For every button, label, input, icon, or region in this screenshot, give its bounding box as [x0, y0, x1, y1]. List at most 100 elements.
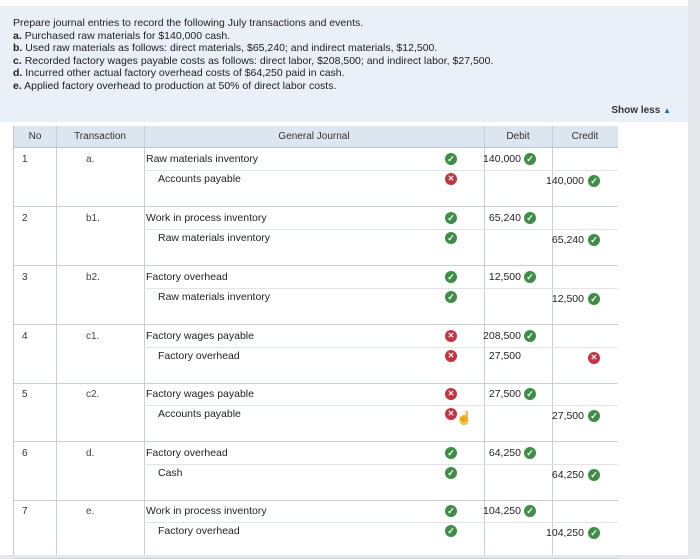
account-select[interactable]: Factory overhead	[146, 271, 228, 283]
check-circle-icon: ✓	[524, 271, 536, 283]
account-select[interactable]: Factory overhead	[158, 525, 240, 537]
instruction-item-b: b. Used raw materials as follows: direct…	[13, 42, 688, 55]
line-divider	[144, 288, 618, 289]
account-select[interactable]: Accounts payable	[158, 173, 241, 185]
account-select[interactable]: Factory wages payable	[146, 388, 254, 400]
account-select[interactable]: Work in process inventory	[146, 212, 267, 224]
instructions-intro: Prepare journal entries to record the fo…	[13, 17, 364, 29]
credit-input[interactable]: 12,500	[551, 293, 584, 305]
transaction-label: c1.	[86, 331, 100, 342]
line-divider	[144, 522, 618, 523]
column-divider	[56, 126, 57, 555]
check-circle-icon: ✓	[588, 175, 600, 187]
check-circle-icon: ✓	[445, 153, 457, 165]
instruction-letter: a.	[13, 29, 22, 42]
account-select[interactable]: Cash	[158, 467, 183, 479]
row-divider	[14, 441, 618, 442]
check-circle-icon: ✓	[445, 212, 457, 224]
general-journal-table: No Transaction General Journal Debit Cre…	[13, 126, 618, 559]
transaction-label: c2.	[86, 389, 100, 400]
instruction-letter: e.	[13, 79, 22, 92]
credit-input[interactable]: 65,240	[551, 234, 584, 246]
check-circle-icon: ✓	[524, 447, 536, 459]
account-select[interactable]: Factory overhead	[158, 350, 240, 362]
transaction-label: b1.	[86, 213, 100, 224]
check-circle-icon: ✓	[524, 330, 536, 342]
check-circle-icon: ✓	[588, 234, 600, 246]
debit-input[interactable]: 65,240	[488, 212, 521, 224]
instruction-text: Recorded factory wages payable costs as …	[24, 54, 494, 67]
row-number: 3	[22, 272, 28, 283]
x-circle-icon: ✕	[588, 352, 600, 364]
check-circle-icon: ✓	[588, 410, 600, 422]
instruction-item-c: c. Recorded factory wages payable costs …	[13, 55, 688, 68]
check-circle-icon: ✓	[445, 291, 457, 303]
debit-input[interactable]: 140,000	[483, 153, 521, 165]
column-divider	[144, 126, 145, 555]
account-select[interactable]: Work in process inventory	[146, 505, 267, 517]
header-general-journal: General Journal	[144, 126, 484, 148]
x-circle-icon: ✕	[445, 408, 457, 420]
transaction-label: b2.	[86, 272, 100, 283]
row-divider	[14, 383, 618, 384]
check-circle-icon: ✓	[445, 232, 457, 244]
instruction-letter: d.	[13, 67, 23, 80]
debit-input[interactable]: 208,500	[483, 330, 521, 342]
column-divider	[552, 126, 553, 555]
header-no: No	[14, 126, 56, 148]
account-select[interactable]: Factory overhead	[146, 447, 228, 459]
check-circle-icon: ✓	[588, 527, 600, 539]
row-divider	[14, 265, 618, 266]
credit-input[interactable]: 140,000	[546, 175, 584, 187]
x-circle-icon: ✕	[445, 388, 457, 400]
x-circle-icon: ✕	[445, 173, 457, 185]
check-circle-icon: ✓	[588, 293, 600, 305]
debit-input[interactable]: 12,500	[488, 271, 521, 283]
account-select[interactable]: Factory wages payable	[146, 330, 254, 342]
credit-input[interactable]: 64,250	[551, 469, 584, 481]
page-edge	[688, 0, 700, 555]
instructions-panel: Prepare journal entries to record the fo…	[0, 6, 688, 122]
caret-up-icon: ▲	[663, 106, 671, 115]
transaction-label: d.	[86, 448, 95, 459]
column-divider	[484, 126, 485, 555]
instruction-text: Applied factory overhead to production a…	[24, 79, 337, 92]
line-divider	[144, 347, 618, 348]
row-number: 6	[22, 448, 28, 459]
line-divider	[144, 229, 618, 230]
check-circle-icon: ✓	[445, 447, 457, 459]
check-circle-icon: ✓	[588, 469, 600, 481]
header-credit: Credit	[552, 126, 618, 148]
x-circle-icon: ✕	[445, 350, 457, 362]
instruction-letter: b.	[13, 42, 23, 55]
account-select[interactable]: Raw materials inventory	[146, 153, 259, 165]
instruction-letter: c.	[13, 54, 22, 67]
check-circle-icon: ✓	[524, 505, 536, 517]
show-less-label: Show less	[611, 105, 661, 116]
check-circle-icon: ✓	[524, 153, 536, 165]
row-number: 5	[22, 389, 28, 400]
instruction-text: Used raw materials as follows: direct ma…	[25, 42, 438, 55]
instruction-item-d: d. Incurred other actual factory overhea…	[13, 67, 688, 80]
account-select[interactable]: Raw materials inventory	[158, 232, 271, 244]
debit-input[interactable]: 27,500	[488, 388, 521, 400]
account-select[interactable]: Accounts payable	[158, 408, 241, 420]
check-circle-icon: ✓	[445, 525, 457, 537]
instruction-item-a: a. Purchased raw materials for $140,000 …	[13, 30, 688, 43]
show-less-link[interactable]: Show less ▲	[611, 105, 671, 116]
debit-input[interactable]: 27,500	[488, 350, 521, 362]
credit-input[interactable]: 104,250	[546, 527, 584, 539]
credit-input[interactable]: 27,500	[551, 410, 584, 422]
debit-input[interactable]: 64,250	[488, 447, 521, 459]
check-circle-icon: ✓	[445, 505, 457, 517]
row-divider	[14, 500, 618, 501]
line-divider	[144, 464, 618, 465]
transaction-label: a.	[86, 154, 95, 165]
account-select[interactable]: Raw materials inventory	[158, 291, 271, 303]
check-circle-icon: ✓	[445, 467, 457, 479]
debit-input[interactable]: 104,250	[483, 505, 521, 517]
check-circle-icon: ✓	[524, 388, 536, 400]
row-divider	[14, 206, 618, 207]
header-debit: Debit	[484, 126, 552, 148]
instruction-item-e: e. Applied factory overhead to productio…	[13, 80, 688, 93]
